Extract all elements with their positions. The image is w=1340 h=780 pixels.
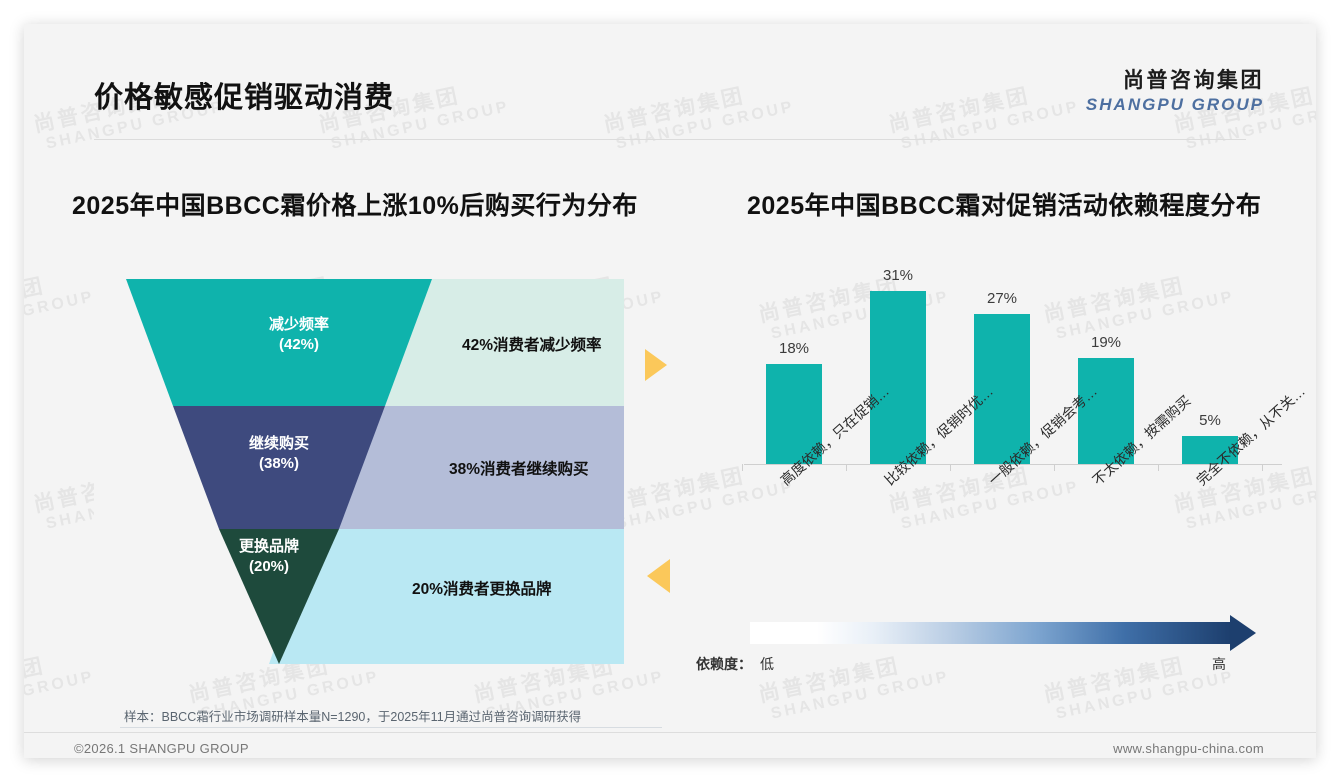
footer-divider [24, 732, 1316, 733]
bar [766, 364, 822, 464]
bar-chart-axis-line [744, 464, 1282, 465]
bar-group: 19% [1078, 269, 1134, 464]
slide-canvas: 尚普咨询集团 SHANGPU GROUP 尚普咨询集团 SHANGPU GROUP 尚普… [24, 24, 1316, 758]
source-note: 样本：BBCC霜行业市场调研样本量N=1290，于2025年11月通过尚普咨询调… [124, 710, 582, 724]
bar-value-label: 31% [882, 267, 914, 284]
axis-tick [846, 464, 847, 471]
source-note-divider [120, 727, 662, 728]
bar-group: 18% [766, 269, 822, 464]
triangle-right-marker-icon [645, 349, 667, 381]
funnel-band-text-1: 38%消费者继续购买 [449, 461, 589, 478]
website-text: www.shangpu-china.com [1113, 741, 1264, 756]
bar [870, 291, 926, 464]
funnel-label-2: 更换品牌 (20%) [238, 538, 299, 576]
legend-low-label: 低 [760, 656, 774, 672]
gradient-arrow-icon [1230, 615, 1256, 651]
bar [1182, 436, 1238, 464]
axis-tick [742, 464, 743, 471]
gradient-bar [750, 622, 1230, 644]
funnel-segment-1 [173, 406, 385, 529]
brand-logo: 尚普咨询集团 SHANGPU GROUP [1086, 64, 1264, 115]
right-chart-title: 2025年中国BBCC霜对促销活动依赖程度分布 [747, 192, 1262, 220]
funnel-band-text-2: 20%消费者更换品牌 [412, 581, 552, 598]
logo-english-text: SHANGPU GROUP [1085, 95, 1264, 114]
bar-chart: 18% 31% 27% 19% 5% 高度依赖，只在促销… 比较依赖，促销时优… 一般依赖，… [724, 267, 1308, 619]
header-divider [94, 139, 1246, 140]
funnel-label-0: 减少频率 (42%) [268, 316, 329, 354]
page-title: 价格敏感促销驱动消费 [94, 82, 395, 114]
bar [1078, 358, 1134, 464]
bar-value-label: 18% [778, 340, 810, 357]
bar-group: 27% [974, 269, 1030, 464]
bar-value-label: 19% [1090, 334, 1122, 351]
left-chart-title: 2025年中国BBCC霜价格上涨10%后购买行为分布 [72, 192, 638, 220]
axis-tick [1054, 464, 1055, 471]
legend-caption: 依赖度： [696, 656, 752, 672]
logo-chinese-text: 尚普咨询集团 [1123, 69, 1264, 92]
dependency-gradient-legend: 依赖度： 低 高 [684, 615, 1284, 676]
copyright-text: ©2026.1 SHANGPU GROUP [74, 741, 249, 756]
bar-chart-plot-area: 18% 31% 27% 19% 5% [752, 267, 1282, 464]
slide-footer: ©2026.1 SHANGPU GROUP www.shangpu-china.… [24, 733, 1316, 758]
funnel-segment-0 [126, 279, 432, 406]
funnel-label-1: 继续购买 (38%) [248, 435, 309, 473]
bar-group: 31% [870, 267, 926, 464]
axis-tick [950, 464, 951, 471]
bar-group: 5% [1182, 269, 1238, 464]
funnel-chart: 减少频率 (42%) 继续购买 (38%) 更换品牌 (20%) 42%消费者减… [94, 279, 624, 664]
triangle-left-marker-icon [647, 559, 670, 593]
funnel-segment-2 [219, 529, 339, 664]
bar [974, 314, 1030, 464]
funnel-band-text-0: 42%消费者减少频率 [462, 337, 602, 354]
bar-value-label: 5% [1199, 412, 1221, 429]
funnel-graphic [94, 279, 624, 664]
axis-tick [1262, 464, 1263, 471]
axis-tick [1158, 464, 1159, 471]
slide-header: 价格敏感促销驱动消费 尚普咨询集团 SHANGPU GROUP [24, 24, 1316, 119]
legend-high-label: 高 [1212, 656, 1226, 672]
bar-value-label: 27% [986, 290, 1018, 307]
